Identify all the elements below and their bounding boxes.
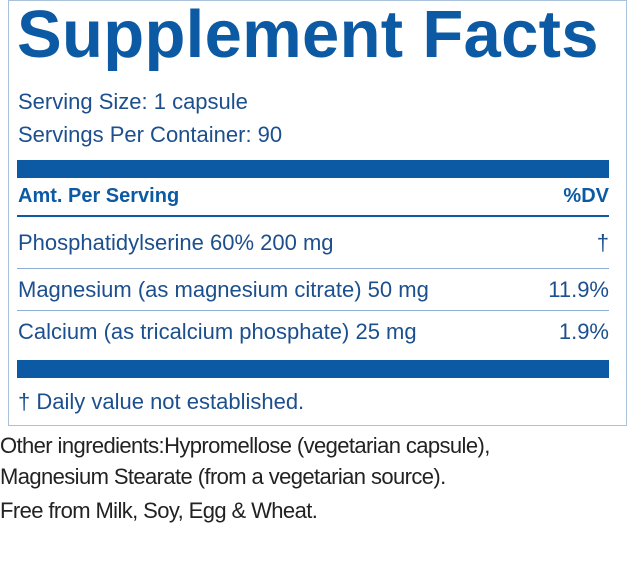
serving-size: Serving Size: 1 capsule xyxy=(18,89,248,114)
nutrient-name: Phosphatidylserine 60% 200 mg xyxy=(18,230,334,255)
facts-panel xyxy=(8,0,627,426)
footnote: † Daily value not established. xyxy=(18,389,305,414)
nutrient-dv: † xyxy=(596,230,609,255)
title: Supplement Facts xyxy=(17,0,599,72)
other-ingredients: Free from Milk, Soy, Egg & Wheat. xyxy=(0,498,318,523)
nutrient-dv: 11.9% xyxy=(548,277,609,302)
other-ingredients: Magnesium Stearate (from a vegetarian so… xyxy=(0,464,446,489)
other-ingredients: Other ingredients:Hypromellose (vegetari… xyxy=(0,433,490,458)
rule xyxy=(17,268,609,269)
thick-rule xyxy=(17,160,609,178)
servings-per-container: Servings Per Container: 90 xyxy=(18,122,283,147)
nutrient-name: Magnesium (as magnesium citrate) 50 mg xyxy=(18,277,429,302)
thick-rule xyxy=(17,360,609,378)
nutrient-name: Calcium (as tricalcium phosphate) 25 mg xyxy=(18,319,417,344)
rule xyxy=(17,310,609,311)
header-cell: %DV xyxy=(563,185,609,207)
rule xyxy=(17,215,609,217)
header-cell: Amt. Per Serving xyxy=(18,185,180,207)
nutrient-dv: 1.9% xyxy=(558,319,609,344)
